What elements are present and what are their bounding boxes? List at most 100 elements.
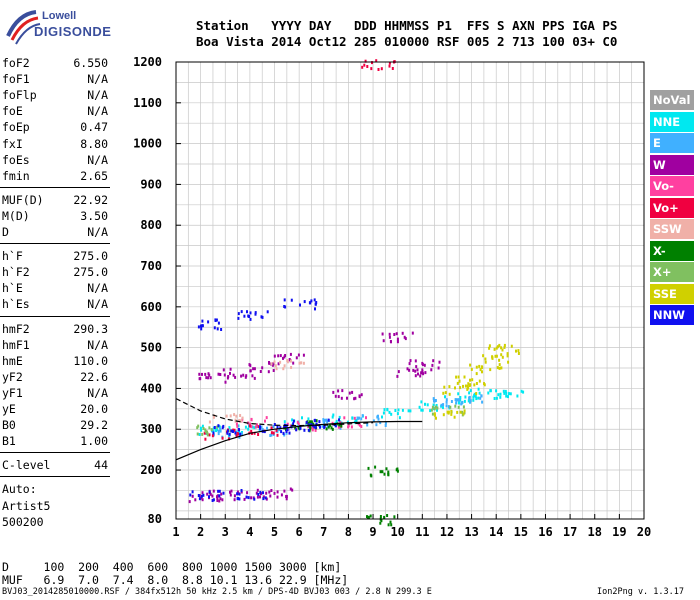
echo-point — [432, 359, 435, 363]
echo-point — [252, 367, 255, 371]
legend-item: NoVal — [650, 90, 694, 110]
echo-point — [515, 349, 517, 353]
echo-point — [438, 360, 441, 364]
echo-point — [496, 345, 499, 349]
param-label: hmE — [2, 353, 23, 368]
echo-point — [395, 332, 398, 336]
echo-point — [388, 61, 391, 65]
echo-point — [431, 405, 434, 409]
echo-point — [262, 491, 264, 495]
echo-point — [296, 420, 299, 424]
chart-curves — [175, 398, 423, 461]
echo-point — [458, 379, 461, 383]
echo-point — [488, 346, 491, 350]
echo-point — [224, 380, 227, 384]
echo-point — [372, 419, 375, 423]
x-tick-label: 11 — [415, 525, 429, 539]
echo-point — [431, 412, 434, 416]
echo-point — [249, 364, 252, 368]
echo-point — [473, 394, 476, 398]
echo-point — [500, 353, 503, 357]
echo-point — [356, 416, 359, 420]
param-separator — [0, 186, 110, 188]
echo-point — [508, 392, 510, 396]
param-value: 110.0 — [73, 353, 108, 368]
echo-point — [208, 495, 210, 499]
echo-point — [213, 326, 216, 330]
echo-point — [459, 410, 462, 414]
param-value: 22.6 — [80, 369, 108, 384]
echo-point — [469, 389, 472, 393]
echo-point — [265, 491, 268, 495]
echo-point — [351, 390, 354, 394]
echo-point — [339, 426, 342, 430]
echo-point — [260, 315, 263, 319]
echo-point — [233, 494, 236, 498]
echo-point — [455, 401, 458, 405]
echo-point — [331, 427, 334, 431]
echo-point — [212, 431, 215, 435]
echo-point — [292, 361, 295, 365]
echo-point — [237, 424, 240, 428]
echo-point — [358, 423, 361, 427]
echo-point — [493, 347, 496, 351]
muf-row: MUF 6.9 7.0 7.4 8.0 8.8 10.1 13.6 22.9 [… — [2, 573, 349, 587]
echo-point — [211, 499, 214, 502]
echo-point — [408, 368, 411, 372]
echo-point — [463, 399, 466, 403]
echo-point — [462, 412, 465, 416]
echo-point — [505, 391, 508, 395]
echo-point — [203, 431, 206, 435]
echo-point — [220, 328, 223, 331]
param-value: 6.550 — [73, 56, 108, 70]
param-label: foE — [2, 104, 23, 119]
echo-point — [414, 374, 417, 378]
echo-point — [480, 394, 483, 398]
param-row: h`Es N/A — [2, 297, 108, 313]
echo-point — [229, 490, 231, 494]
echo-point — [201, 432, 204, 436]
x-tick-label: 10 — [390, 525, 404, 539]
x-tick-label: 16 — [538, 525, 552, 539]
echo-point — [321, 424, 324, 428]
echo-point — [381, 332, 384, 336]
param-value: 0.47 — [80, 120, 108, 135]
echo-point — [268, 490, 271, 494]
echo-point — [330, 426, 333, 430]
param-label: B1 — [2, 434, 16, 449]
echo-point — [235, 414, 238, 418]
echo-point — [314, 307, 316, 311]
echo-point — [340, 424, 343, 428]
echo-point — [197, 325, 200, 329]
param-value: 290.3 — [73, 321, 108, 336]
param-value: N/A — [87, 88, 108, 103]
ionogram-chart: 1 2 3 4 5 6 7 8 9 10 11 12 13 14 15 16 17 18 19 20 80200300… — [133, 55, 651, 539]
echo-point — [507, 360, 510, 364]
echo-point — [347, 425, 350, 429]
echo-point — [288, 431, 291, 435]
echo-point — [244, 425, 247, 429]
echo-point — [353, 416, 356, 420]
echo-point — [272, 369, 275, 372]
echo-point — [196, 426, 199, 430]
echo-point — [442, 403, 445, 407]
echo-point — [335, 419, 338, 423]
echo-point — [375, 423, 378, 427]
echo-point — [403, 335, 406, 339]
param-row: yE 20.0 — [2, 402, 108, 418]
echo-point — [314, 426, 317, 429]
x-tick-label: 2 — [197, 525, 204, 539]
param-row: yF1 N/A — [2, 386, 108, 402]
echo-point — [471, 378, 474, 382]
echo-point — [435, 405, 437, 409]
echo-point — [218, 489, 221, 493]
echo-point — [462, 384, 464, 388]
echo-point — [200, 496, 203, 500]
echo-point — [229, 429, 232, 433]
echo-point — [423, 363, 426, 367]
echo-point — [385, 467, 388, 471]
echo-point — [517, 349, 520, 353]
echo-point — [273, 354, 276, 358]
echo-point — [207, 376, 210, 380]
echo-point — [222, 368, 225, 372]
